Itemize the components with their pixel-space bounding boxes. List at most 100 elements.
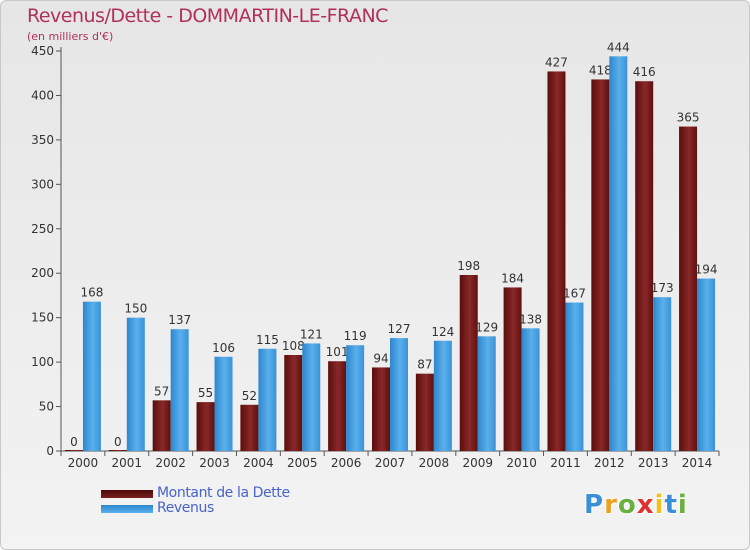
data-label-revenue: 150	[124, 302, 147, 316]
data-label-debt: 0	[114, 435, 122, 449]
data-label-revenue: 115	[256, 333, 279, 347]
bar-revenue	[697, 278, 716, 451]
data-label-revenue: 119	[344, 329, 367, 343]
chart-subtitle: (en milliers d'€)	[27, 30, 114, 43]
x-tick-label: 2002	[155, 456, 186, 470]
data-label-revenue: 121	[300, 327, 323, 341]
data-label-revenue: 194	[695, 263, 718, 277]
data-label-revenue: 173	[651, 281, 674, 295]
data-label-debt: 416	[633, 65, 656, 79]
data-label-debt: 418	[589, 63, 612, 77]
bar-debt	[503, 287, 522, 451]
data-label-revenue: 106	[212, 341, 235, 355]
bar-debt	[108, 450, 127, 451]
data-label-debt: 57	[154, 384, 169, 398]
x-tick-label: 2009	[462, 456, 493, 470]
legend-label-debt: Montant de la Dette	[157, 485, 290, 501]
x-tick-label: 2005	[287, 456, 318, 470]
bar-debt	[328, 361, 347, 451]
data-label-debt: 108	[282, 339, 305, 353]
bar-revenue	[433, 340, 452, 451]
bar-debt	[64, 450, 83, 451]
x-tick-label: 2010	[506, 456, 537, 470]
y-tick-label: 100	[31, 355, 54, 369]
logo-letter: o	[617, 490, 637, 520]
logo-letter: P	[584, 490, 605, 520]
x-tick-label: 2001	[112, 456, 143, 470]
data-label-debt: 87	[417, 358, 432, 372]
x-tick-label: 2006	[331, 456, 362, 470]
bar-revenue	[609, 56, 628, 451]
bar-debt	[635, 81, 654, 451]
y-tick-label: 250	[31, 222, 54, 236]
data-label-revenue: 444	[607, 40, 630, 54]
data-label-debt: 52	[242, 389, 257, 403]
bar-revenue	[653, 297, 672, 451]
bar-revenue	[258, 348, 277, 451]
data-label-debt: 184	[501, 271, 524, 285]
y-tick-label: 200	[31, 266, 54, 280]
x-tick-label: 2013	[638, 456, 669, 470]
bar-debt	[240, 404, 259, 451]
bar-debt	[459, 275, 478, 451]
legend-swatch-revenue	[101, 505, 153, 513]
legend-label-revenue: Revenus	[157, 500, 214, 516]
data-label-debt: 0	[70, 435, 78, 449]
bar-debt	[415, 373, 434, 451]
logo-letter: i	[677, 490, 688, 520]
x-tick-label: 2011	[550, 456, 581, 470]
data-label-revenue: 138	[519, 312, 542, 326]
data-label-revenue: 129	[475, 320, 498, 334]
x-tick-label: 2000	[68, 456, 99, 470]
y-tick-label: 150	[31, 311, 54, 325]
bar-debt	[152, 400, 171, 451]
bar-debt	[547, 71, 566, 451]
logo-letter: t	[664, 490, 678, 520]
bar-revenue	[82, 301, 101, 451]
bar-revenue	[346, 345, 365, 451]
bar-revenue	[477, 336, 496, 451]
x-tick-label: 2012	[594, 456, 625, 470]
data-label-debt: 94	[373, 351, 388, 365]
bar-revenue	[170, 329, 189, 451]
x-tick-label: 2007	[375, 456, 406, 470]
x-tick-label: 2004	[243, 456, 274, 470]
y-tick-label: 350	[31, 133, 54, 147]
bar-revenue	[214, 356, 233, 451]
bar-debt	[196, 402, 215, 451]
legend-swatch-debt	[101, 490, 153, 498]
data-label-revenue: 124	[431, 325, 454, 339]
x-tick-label: 2008	[419, 456, 450, 470]
x-tick-label: 2014	[682, 456, 713, 470]
data-label-debt: 198	[457, 259, 480, 273]
data-label-revenue: 167	[563, 287, 586, 301]
bar-debt	[372, 367, 390, 451]
logo-letter: x	[636, 490, 655, 520]
bar-revenue	[126, 317, 145, 451]
y-tick-label: 0	[46, 444, 54, 458]
y-tick-label: 400	[31, 88, 54, 102]
bar-debt	[591, 79, 610, 451]
data-label-debt: 101	[326, 345, 349, 359]
data-label-revenue: 127	[388, 322, 411, 336]
bar-revenue	[302, 343, 321, 451]
data-label-debt: 427	[545, 55, 568, 69]
bar-debt	[679, 126, 698, 452]
bar-debt	[284, 355, 303, 451]
chart-title: Revenus/Dette - DOMMARTIN-LE-FRANC	[27, 5, 388, 27]
bar-revenue	[565, 302, 584, 451]
data-label-debt: 365	[677, 111, 700, 125]
y-tick-label: 450	[31, 44, 54, 58]
bar-revenue	[521, 328, 540, 451]
data-label-revenue: 137	[168, 313, 191, 327]
bar-revenue	[390, 338, 408, 451]
y-tick-label: 50	[39, 400, 54, 414]
logo-letter: i	[654, 490, 665, 520]
data-label-revenue: 168	[80, 286, 103, 300]
x-tick-label: 2003	[199, 456, 230, 470]
y-tick-label: 300	[31, 177, 54, 191]
proxiti-logo: Proxiti	[584, 490, 688, 520]
data-label-debt: 55	[198, 386, 213, 400]
